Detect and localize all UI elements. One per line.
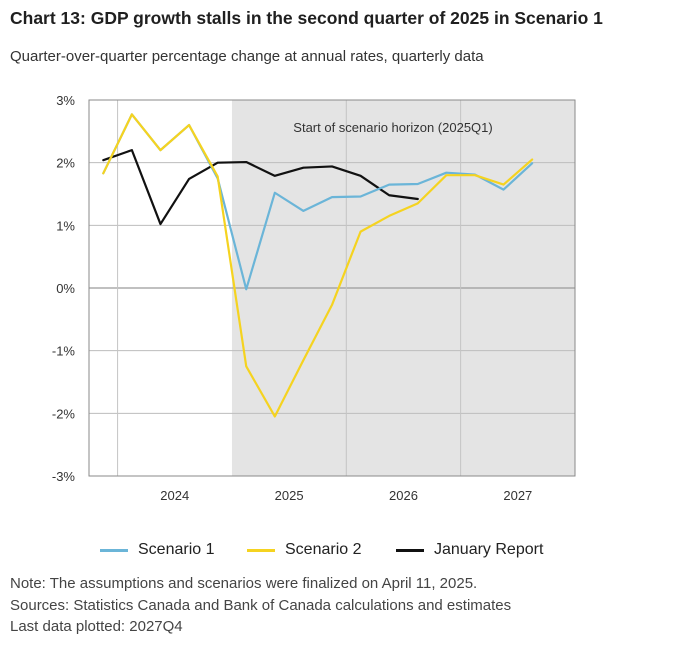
sources-text: Sources: Statistics Canada and Bank of C…: [10, 596, 512, 614]
chart-notes: Note: The assumptions and scenarios were…: [10, 573, 511, 638]
x-tick-label: 2026: [389, 488, 418, 503]
series-line-january-report: [102, 149, 419, 226]
chart-subtitle: Quarter-over-quarter percentage change a…: [10, 48, 484, 65]
x-tick-label: 2025: [275, 488, 304, 503]
note-text: Note: The assumptions and scenarios were…: [10, 575, 478, 592]
chart-svg: 3% 2% 1% 0% -1% -2% -3% 2024 2025 2026 2027 Start…: [52, 93, 576, 503]
plot-border: [88, 99, 576, 477]
y-tick-label: 0%: [56, 281, 75, 296]
x-axis-ticks: 2024 2025 2026 2027: [160, 488, 532, 503]
y-tick-label: 1%: [56, 218, 75, 233]
plot-frame: [88, 99, 576, 477]
scenario-horizon-label: Start of scenario horizon (2025Q1): [293, 120, 492, 135]
chart-title: Chart 13: GDP growth stalls in the secon…: [10, 8, 603, 28]
x-tick-label: 2027: [503, 488, 532, 503]
legend-swatch-scenario-1: [100, 548, 128, 552]
legend-item-january-report: January Report: [396, 541, 543, 559]
legend-swatch-january-report: [396, 548, 424, 552]
y-tick-label: 2%: [56, 156, 75, 171]
legend-swatch-scenario-2: [247, 548, 275, 552]
series-lines: [102, 113, 534, 418]
legend-label-january-report: January Report: [434, 541, 544, 558]
legend-label-scenario-1: Scenario 1: [138, 541, 215, 558]
legend-item-scenario-1: Scenario 1: [100, 541, 215, 559]
y-tick-label: -3%: [52, 469, 76, 484]
y-tick-label: -2%: [52, 406, 76, 421]
last-data-text: Last data plotted: 2027Q4: [10, 618, 183, 635]
series-line-scenario-2: [102, 113, 534, 418]
y-tick-label: 3%: [56, 93, 75, 108]
x-tick-label: 2024: [160, 488, 189, 503]
gridlines: [89, 100, 575, 476]
legend-label-scenario-2: Scenario 2: [285, 541, 362, 558]
legend: Scenario 1 Scenario 2 January Report: [0, 541, 688, 563]
y-axis-ticks: 3% 2% 1% 0% -1% -2% -3%: [52, 93, 76, 484]
legend-item-scenario-2: Scenario 2: [247, 541, 362, 559]
y-tick-label: -1%: [52, 344, 76, 359]
